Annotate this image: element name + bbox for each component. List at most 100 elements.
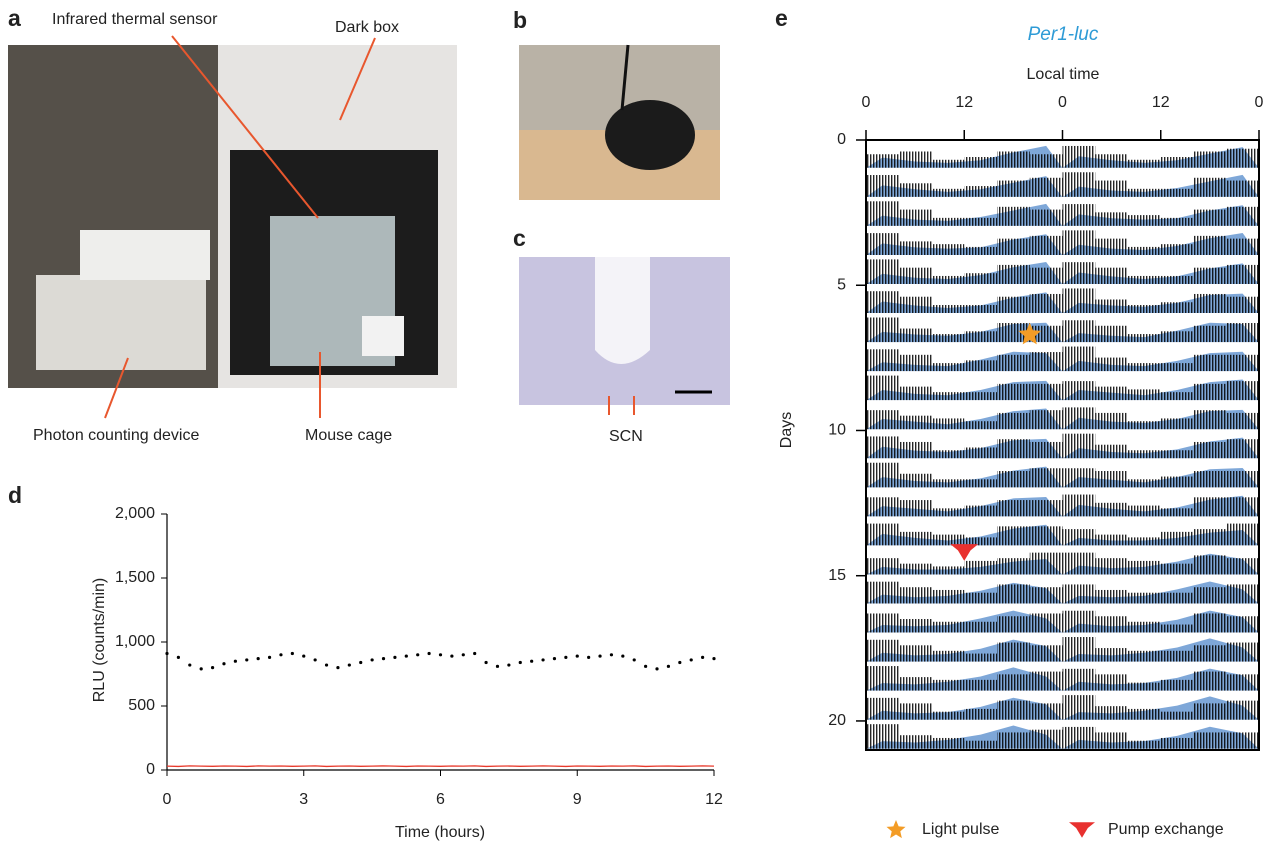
activity-bar: [866, 436, 899, 459]
activity-bar: [1128, 421, 1161, 430]
activity-bar: [1226, 732, 1259, 749]
annotation: Mouse cage: [305, 427, 392, 444]
activity-bar: [931, 450, 965, 459]
activity-bar: [1128, 275, 1161, 285]
data-point: [609, 653, 614, 657]
activity-bar: [1095, 386, 1128, 401]
data-point: [336, 666, 340, 670]
activity-bar: [1193, 354, 1227, 372]
activity-bar: [1226, 296, 1259, 314]
data-point: [701, 655, 705, 659]
activity-bar: [898, 415, 932, 430]
y-tick-label: 15: [828, 567, 846, 584]
activity-bar: [1160, 624, 1194, 633]
activity-bar: [1160, 217, 1194, 227]
data-point: [655, 667, 659, 671]
activity-bar: [1193, 703, 1227, 720]
activity-bar: [866, 724, 899, 749]
activity-bar: [1095, 212, 1128, 227]
activity-bar: [898, 563, 932, 575]
y-tick-label: 20: [828, 712, 846, 729]
activity-bar: [1062, 381, 1096, 401]
activity-bar: [1029, 410, 1063, 430]
data-point: [370, 658, 374, 662]
activity-bar: [1062, 552, 1096, 575]
activity-bar: [1128, 215, 1161, 227]
activity-bar: [1062, 695, 1096, 720]
annotation: Photon counting device: [33, 427, 199, 444]
activity-bar: [1062, 230, 1096, 256]
activity-bar: [898, 473, 932, 488]
activity-bar: [1226, 238, 1259, 256]
activity-bar: [866, 523, 899, 546]
activity-bar: [898, 267, 932, 285]
panel-label: d: [8, 482, 22, 508]
activity-bar: [1226, 206, 1259, 227]
activity-bar: [1095, 325, 1128, 343]
activity-bar: [997, 206, 1030, 227]
data-point: [381, 657, 386, 661]
activity-bar: [1226, 381, 1259, 401]
activity-bar: [866, 581, 899, 604]
data-point: [188, 663, 192, 667]
activity-bar: [1062, 433, 1096, 459]
activity-bar: [1095, 706, 1128, 720]
activity-bar: [1029, 267, 1063, 285]
activity-bar: [1160, 157, 1194, 169]
activity-bar: [1029, 500, 1063, 517]
data-point: [267, 655, 272, 659]
data-point: [461, 653, 465, 657]
activity-bar: [1160, 188, 1194, 198]
activity-bar: [866, 233, 899, 256]
data-point: [575, 654, 579, 658]
data-point: [347, 663, 351, 667]
activity-bar: [1193, 293, 1227, 314]
activity-bar: [1128, 159, 1161, 169]
activity-bar: [1128, 305, 1161, 314]
activity-bar: [1226, 439, 1259, 459]
x-tick-label: 6: [436, 791, 445, 808]
activity-bar: [1062, 668, 1096, 691]
activity-bar: [1193, 151, 1227, 169]
activity-bar: [931, 737, 965, 749]
activity-bar: [964, 621, 997, 633]
activity-bar: [964, 331, 997, 343]
activity-bar: [931, 418, 965, 430]
activity-bar: [964, 392, 997, 401]
data-point: [359, 660, 363, 665]
data-point: [438, 653, 443, 657]
y-tick-label: 1,000: [115, 633, 155, 650]
activity-bar: [1160, 275, 1194, 285]
activity-bar: [1128, 650, 1161, 662]
activity-bar: [997, 471, 1030, 488]
legend-label: Pump exchange: [1108, 821, 1224, 838]
activity-bar: [1029, 703, 1063, 720]
activity-bar: [1029, 383, 1063, 401]
data-point: [518, 660, 522, 665]
activity-bar: [1226, 523, 1259, 546]
activity-bar: [1160, 711, 1194, 720]
panel-label: c: [513, 225, 526, 251]
activity-bar: [1193, 587, 1227, 604]
data-point: [632, 658, 636, 662]
activity-bar: [1193, 267, 1227, 285]
activity-bar: [997, 732, 1030, 749]
activity-bar: [1095, 589, 1128, 604]
activity-bar: [1095, 648, 1128, 662]
activity-bar: [1128, 537, 1161, 546]
activity-bar: [1160, 331, 1194, 343]
activity-bar: [1095, 357, 1128, 372]
activity-bar: [997, 674, 1030, 691]
activity-bar: [1226, 700, 1259, 720]
activity-bar: [1226, 584, 1259, 604]
activity-bar: [931, 621, 965, 633]
photo-mouse: [519, 44, 720, 200]
activity-bar: [931, 650, 965, 662]
activity-bar: [997, 354, 1030, 372]
activity-bar: [1160, 244, 1194, 256]
activity-bar: [1128, 363, 1161, 372]
activity-bar: [1029, 293, 1063, 314]
activity-bar: [931, 305, 965, 314]
data-point: [393, 655, 397, 659]
activity-bar: [866, 291, 899, 314]
